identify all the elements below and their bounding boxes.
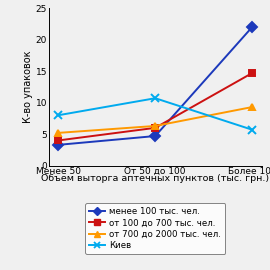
Text: Объем выторга аптечных пунктов (тыс. грн.): Объем выторга аптечных пунктов (тыс. грн…	[41, 174, 269, 183]
Legend: менее 100 тыс. чел., от 100 до 700 тыс. чел., от 700 до 2000 тыс. чел., Киев: менее 100 тыс. чел., от 100 до 700 тыс. …	[85, 203, 225, 254]
Y-axis label: К-во упаковок: К-во упаковок	[23, 51, 33, 123]
